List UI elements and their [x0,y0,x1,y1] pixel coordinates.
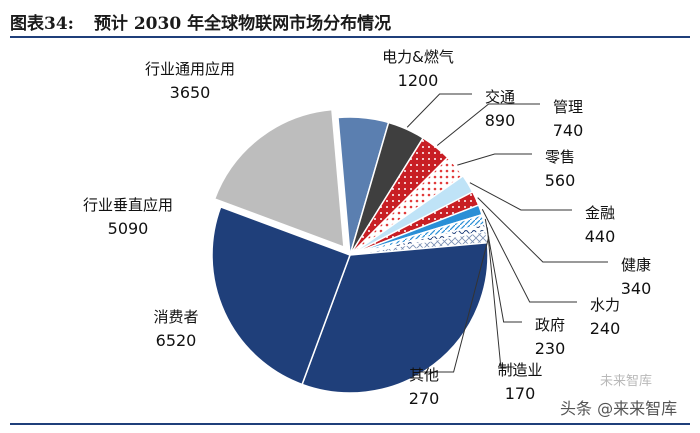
slice-label-3: 管理 [553,98,583,116]
slice-label-7: 水力 [590,296,620,314]
slice-label-10: 其他 [409,366,439,384]
figure-number: 图表34: [10,13,74,34]
leader-line-9 [486,227,515,368]
slice-label-9: 制造业 [497,361,542,379]
watermark-text: 头条 @来来智库 [560,399,678,418]
slice-label-5: 金融 [585,204,615,222]
footer-divider [10,423,690,425]
slice-value-13: 3650 [170,83,211,102]
leader-line-8 [484,218,522,323]
slice-value-12: 5090 [108,219,149,238]
pie-slice-11 [301,241,489,394]
leader-line-2 [406,93,472,128]
slice-value-3: 740 [553,121,584,140]
leader-line-10 [418,236,490,373]
slice-value-10: 270 [409,389,440,408]
slice-value-6: 340 [621,279,652,298]
slice-value-2: 890 [485,111,516,130]
watermark-logo: 未来智库 [600,374,653,389]
header-divider [10,36,690,38]
slice-value-9: 170 [505,384,536,403]
slice-value-4: 560 [545,171,576,190]
slice-label-13: 行业通用应用 [145,60,235,78]
slice-label-11: 消费者 [153,308,198,326]
slice-value-5: 440 [585,227,616,246]
figure-header: 图表34: 预计 2030 年全球物联网市场分布情况 [10,6,690,36]
slice-value-8: 230 [535,339,566,358]
slice-label-6: 健康 [621,256,651,274]
pie-slice-12 [211,205,351,386]
slice-label-8: 政府 [535,316,565,334]
chart-title: 预计 2030 年全球物联网市场分布情况 [93,13,392,34]
slice-value-1: 1200 [398,71,439,90]
slice-value-7: 240 [590,319,621,338]
slice-label-2: 交通 [485,88,515,106]
leader-line-4 [457,153,532,166]
leader-line-7 [481,209,577,303]
leader-line-6 [477,197,608,263]
slice-label-4: 零售 [545,148,575,166]
slice-label-1: 电力&燃气 [382,48,454,66]
slice-label-12: 行业垂直应用 [83,196,173,214]
leader-line-5 [469,182,572,211]
slice-value-11: 6520 [156,331,197,350]
leader-line-3 [436,103,540,146]
pie-slice-13 [213,108,345,249]
